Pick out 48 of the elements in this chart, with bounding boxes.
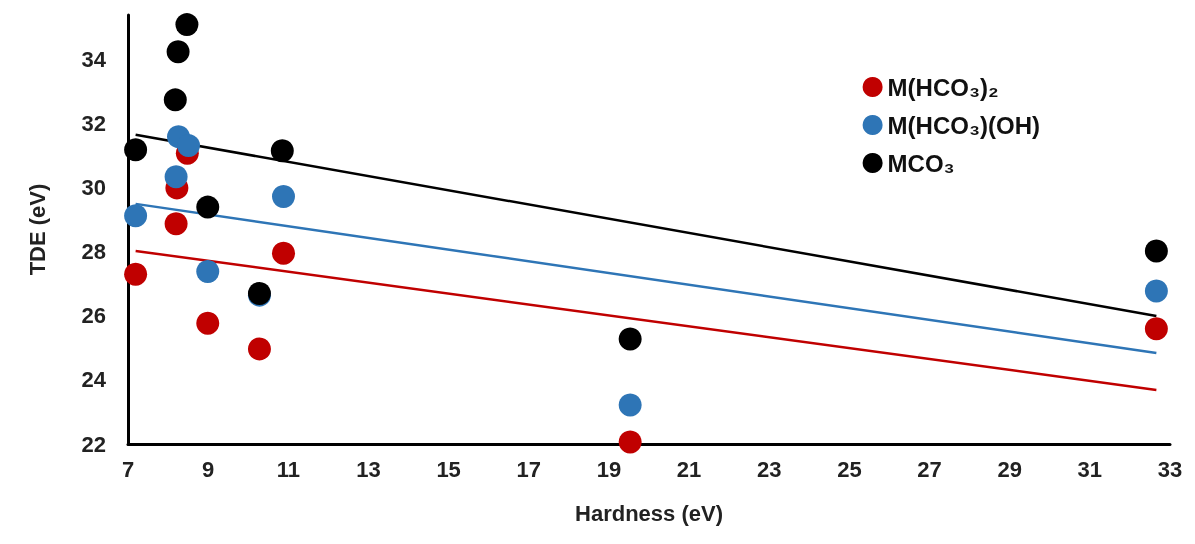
point [177, 134, 201, 158]
legend-label: M(HCO₃)(OH) [887, 111, 1040, 139]
y-tick-label: 28 [81, 239, 106, 265]
x-tick-label: 31 [1077, 456, 1103, 482]
x-tick-label: 15 [436, 456, 461, 482]
point [175, 13, 199, 37]
point [618, 430, 642, 454]
point [247, 337, 271, 361]
x-tick-label: 33 [1157, 456, 1183, 482]
y-tick-label: 32 [81, 111, 106, 137]
point [1144, 317, 1168, 341]
point [272, 185, 295, 209]
x-tick-label: 13 [356, 456, 381, 482]
point [618, 327, 642, 351]
x-tick-label: 19 [596, 456, 622, 482]
point [164, 212, 188, 236]
point [166, 40, 190, 64]
point [1144, 279, 1168, 303]
point [270, 139, 294, 163]
y-tick-label: 24 [81, 367, 107, 393]
legend-label: M(HCO₃)₂ [887, 73, 999, 101]
x-tick-label: 27 [917, 456, 942, 482]
point [124, 204, 148, 228]
point [196, 195, 220, 219]
point [164, 165, 188, 189]
y-tick-label: 30 [81, 175, 106, 201]
x-tick-label: 29 [997, 456, 1022, 482]
x-tick-label: 9 [202, 456, 215, 482]
point [124, 138, 148, 162]
x-tick-label: 25 [837, 456, 862, 482]
y-tick-label: 34 [81, 47, 107, 73]
point [272, 241, 295, 265]
point [196, 311, 220, 335]
point [1144, 239, 1168, 263]
point [124, 262, 148, 286]
x-tick-label: 11 [276, 456, 300, 482]
y-tick-label: 22 [81, 431, 106, 457]
y-tick-label: 26 [81, 303, 106, 329]
x-tick-label: 21 [676, 456, 702, 482]
point [163, 88, 187, 112]
x-tick-label: 23 [756, 456, 782, 482]
x-axis-title: Hardness (eV) [575, 500, 723, 526]
point [618, 393, 642, 417]
y-axis-title: TDE (eV) [24, 183, 50, 276]
point [196, 259, 220, 283]
legend-label: MCO₃ [887, 149, 955, 177]
x-tick-label: 17 [516, 456, 542, 482]
x-tick-label: 7 [121, 456, 135, 482]
